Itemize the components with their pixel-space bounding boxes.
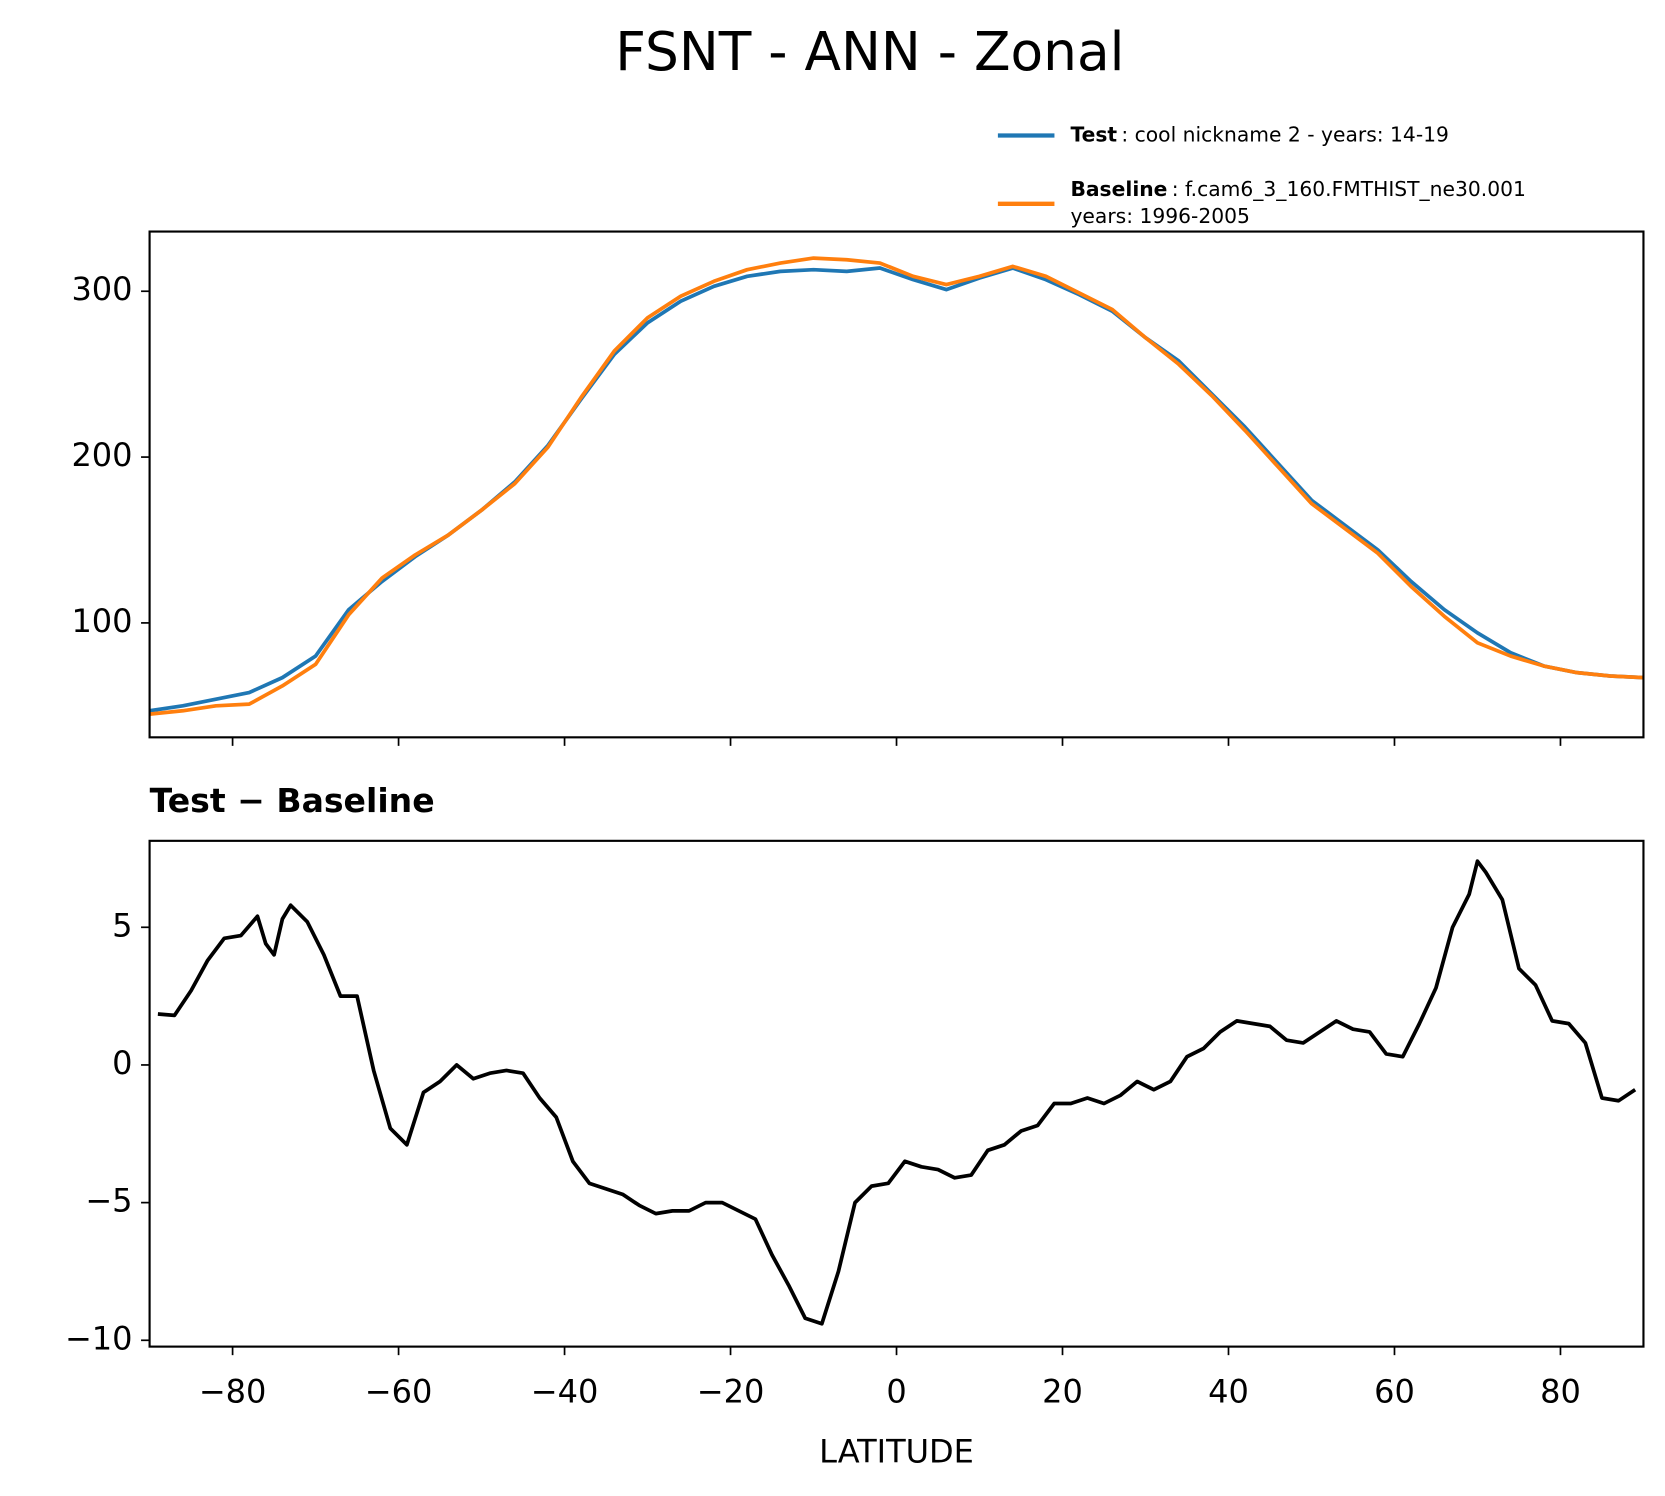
- axes-frame: [148, 839, 1645, 1348]
- legend-name: Baseline: [1070, 176, 1167, 200]
- legend-label: Baseline: f.cam6_3_160.FMTHIST_ne30.001: [1070, 176, 1525, 200]
- x-tick-label: −60: [365, 1373, 433, 1411]
- x-tick-label: 20: [1042, 1373, 1083, 1411]
- y-tick-label: −5: [85, 1182, 132, 1220]
- series-line: [149, 266, 1644, 713]
- legend-description: : cool nickname 2 - years: 14-19: [1121, 122, 1449, 146]
- x-tick-label: 80: [1540, 1373, 1581, 1411]
- x-tick-label: 0: [886, 1373, 906, 1411]
- x-tick-label: −20: [697, 1373, 765, 1411]
- legend-name: Test: [1070, 122, 1117, 146]
- y-tick-label: −10: [65, 1319, 133, 1357]
- x-tick-label: 60: [1374, 1373, 1415, 1411]
- plot-area: [157, 859, 1637, 1326]
- panel-title: Test − Baseline: [150, 781, 435, 820]
- series-line: [149, 256, 1644, 716]
- y-tick-label: 5: [112, 906, 132, 944]
- series-line: [157, 859, 1637, 1326]
- x-axis-label: LATITUDE: [819, 1432, 974, 1470]
- axes-frame: [148, 230, 1645, 739]
- y-tick-label: 0: [112, 1044, 132, 1082]
- legend-label: Test: cool nickname 2 - years: 14-19: [1070, 122, 1448, 146]
- y-tick-label: 300: [71, 270, 132, 308]
- x-tick-label: −80: [199, 1373, 267, 1411]
- x-tick-label: −40: [531, 1373, 599, 1411]
- plot-area: [149, 256, 1644, 716]
- legend-description: : f.cam6_3_160.FMTHIST_ne30.001: [1172, 176, 1526, 200]
- y-tick-label: 200: [71, 436, 132, 474]
- x-tick-label: 40: [1208, 1373, 1249, 1411]
- y-tick-label: 100: [71, 602, 132, 640]
- legend-description: years: 1996-2005: [1070, 204, 1250, 228]
- figure-title: FSNT - ANN - Zonal: [615, 20, 1124, 83]
